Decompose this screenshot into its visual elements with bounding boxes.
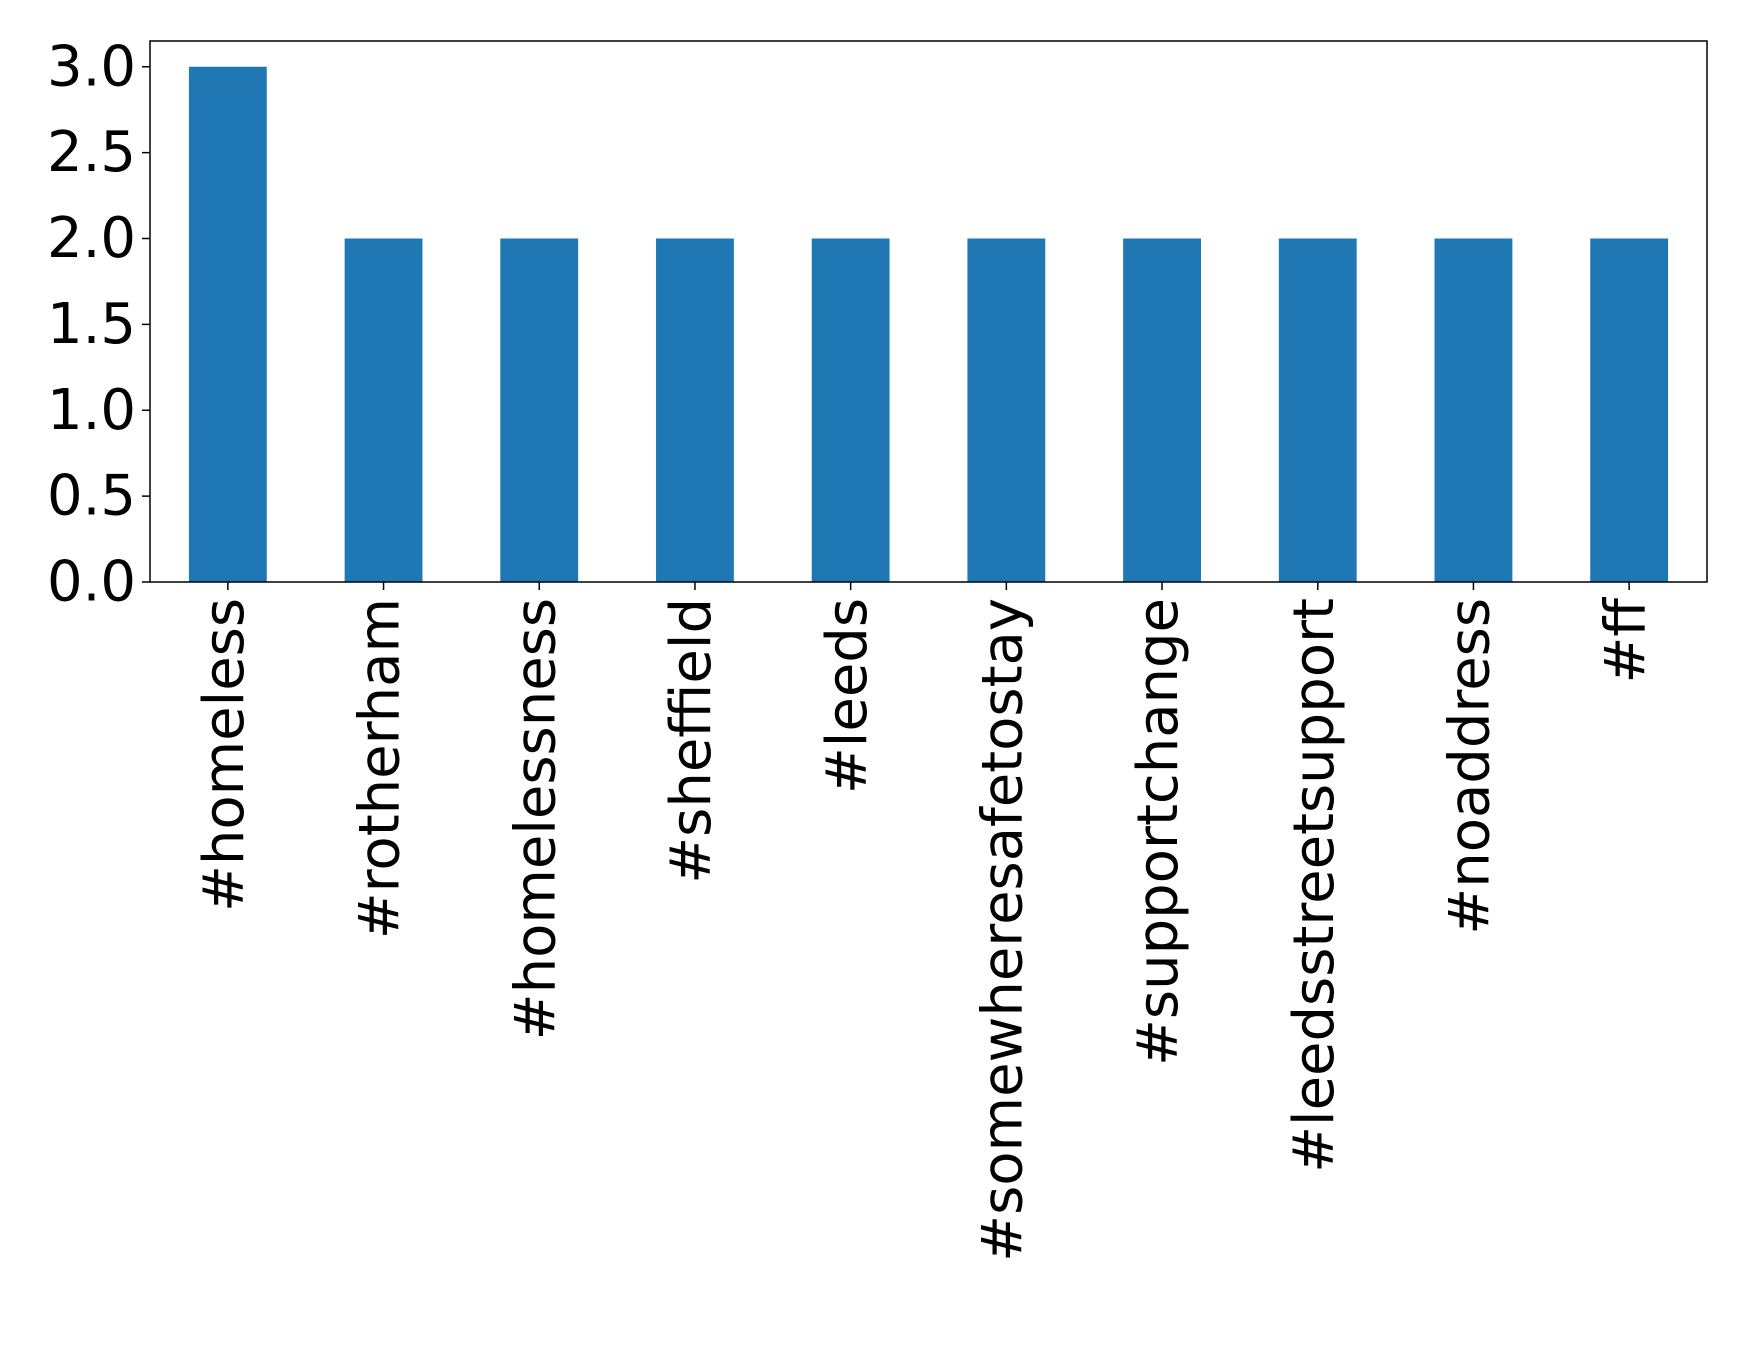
y-tick-label: 2.0 [47,206,136,271]
bar-leeds [811,238,890,582]
bar-noaddress [1434,238,1513,582]
bar-sheffield [656,238,734,582]
bar-homelessness [500,238,579,582]
x-tick-label: #leeds [815,598,880,794]
y-tick-label: 1.5 [47,292,136,357]
x-tick-label: #sheffield [659,598,724,884]
y-tick-label: 2.5 [47,120,136,185]
bar-ff [1590,238,1669,582]
y-tick-label: 0.0 [47,550,136,615]
y-tick-label: 3.0 [47,34,136,99]
bars-group [188,66,1669,582]
x-tick-label: #rotherham [348,598,413,939]
plot-frame [149,40,1708,583]
bar-supportchange [1123,238,1201,582]
x-tick-label: #homelessness [503,598,568,1040]
bar-leedsstreetsupport [1278,238,1357,582]
x-tick-label: #homeless [192,598,257,912]
y-tick-label: 1.0 [47,378,136,443]
bar-rotherham [344,238,423,582]
bar-somewheresafetostay [967,238,1046,582]
x-axis: #homeless #rotherham #homelessness #sheffie… [192,582,1658,1262]
y-tick-label: 0.5 [47,464,136,529]
bar-homeless [188,66,267,582]
x-tick-label: #somewheresafetostay [970,598,1035,1262]
y-axis: 0.0 0.5 1.0 1.5 2.0 2.5 3.0 [47,34,150,615]
x-tick-label: #ff [1593,597,1658,684]
x-tick-label: #leedsstreetsupport [1282,598,1347,1173]
x-tick-label: #supportchange [1126,598,1191,1066]
x-tick-label: #noaddress [1438,598,1503,935]
